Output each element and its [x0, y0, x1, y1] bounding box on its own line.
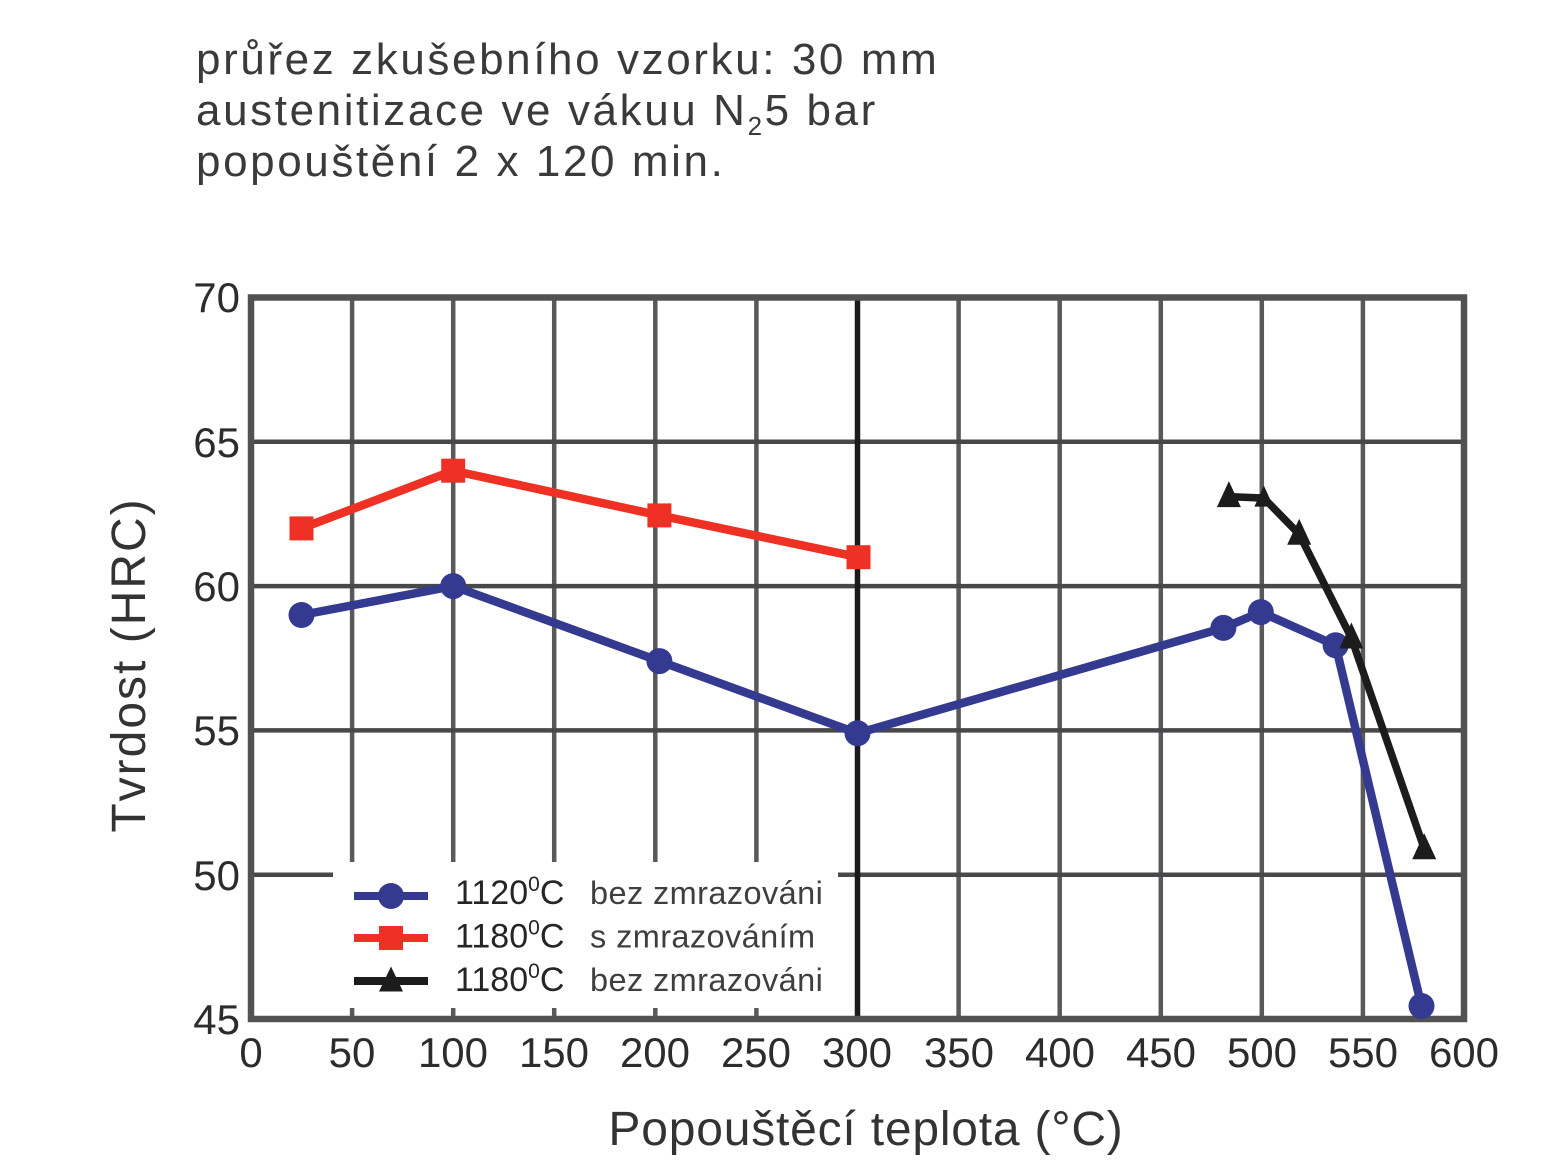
svg-text:65: 65: [193, 419, 240, 466]
svg-text:100: 100: [418, 1029, 488, 1076]
svg-text:austenitizace ve vákuu N25 bar: austenitizace ve vákuu N25 bar: [196, 86, 878, 141]
svg-text:400: 400: [1025, 1029, 1095, 1076]
svg-text:50: 50: [193, 852, 240, 899]
svg-text:Tvrdost (HRC): Tvrdost (HRC): [103, 497, 156, 832]
svg-text:600: 600: [1429, 1029, 1499, 1076]
svg-text:0: 0: [239, 1029, 262, 1076]
svg-text:11200C: 11200C: [455, 873, 564, 912]
svg-text:bez zmrazováni: bez zmrazováni: [590, 875, 823, 911]
svg-text:průřez zkušebního vzorku: 30 m: průřez zkušebního vzorku: 30 mm: [196, 35, 939, 84]
svg-text:50: 50: [329, 1029, 376, 1076]
svg-text:250: 250: [721, 1029, 791, 1076]
svg-text:300: 300: [822, 1029, 892, 1076]
svg-text:bez zmrazováni: bez zmrazováni: [590, 962, 823, 998]
svg-text:500: 500: [1227, 1029, 1297, 1076]
svg-text:60: 60: [193, 563, 240, 610]
svg-text:550: 550: [1328, 1029, 1398, 1076]
svg-text:350: 350: [924, 1029, 994, 1076]
svg-text:s zmrazováním: s zmrazováním: [590, 919, 816, 955]
svg-text:popouštění 2 x 120 min.: popouštění 2 x 120 min.: [196, 137, 725, 186]
svg-text:45: 45: [193, 996, 240, 1043]
svg-text:70: 70: [193, 274, 240, 321]
svg-text:Popouštěcí teplota (°C): Popouštěcí teplota (°C): [608, 1103, 1123, 1156]
svg-text:150: 150: [519, 1029, 589, 1076]
svg-text:55: 55: [193, 707, 240, 754]
svg-text:450: 450: [1126, 1029, 1196, 1076]
svg-text:200: 200: [620, 1029, 690, 1076]
svg-text:11800C: 11800C: [455, 917, 564, 956]
svg-text:11800C: 11800C: [455, 960, 564, 999]
